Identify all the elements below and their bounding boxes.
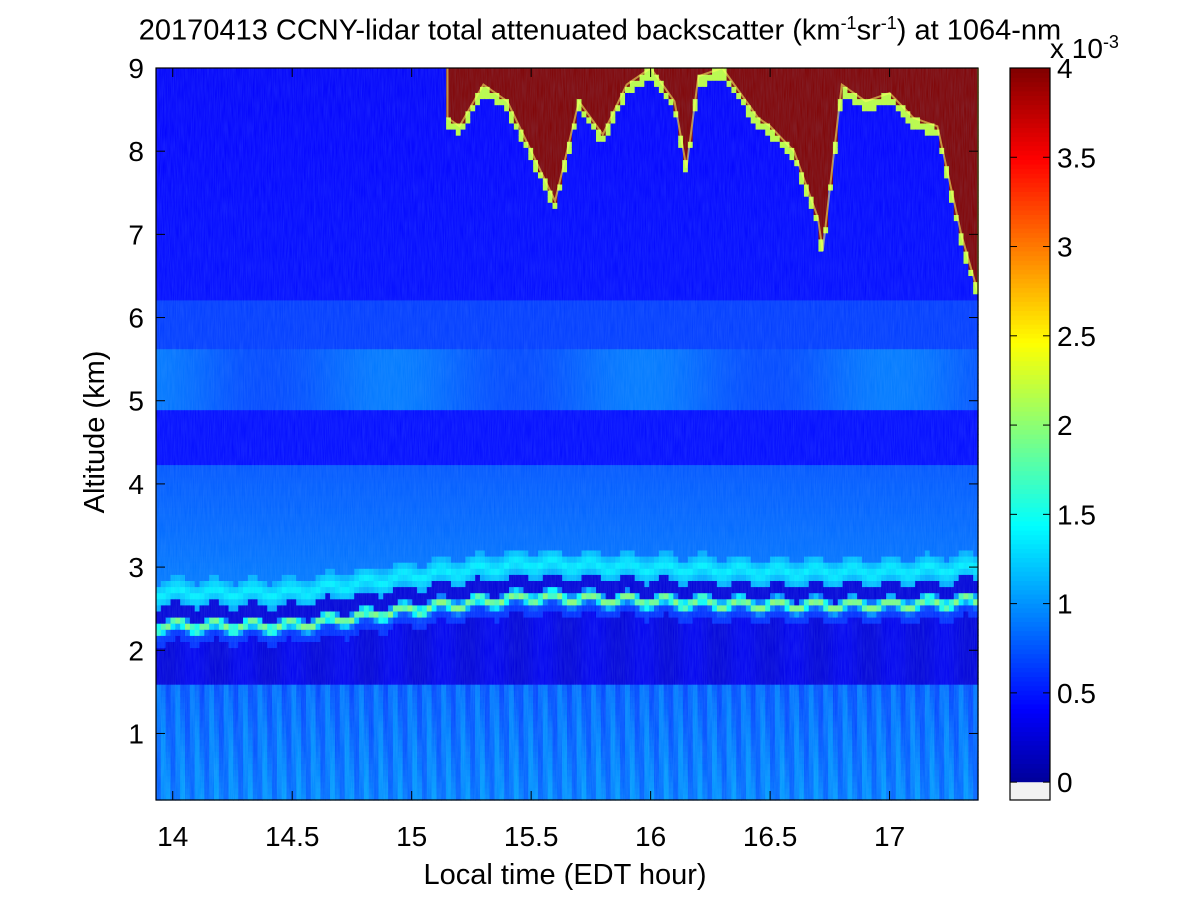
chart-title: 20170413 CCNY-lidar total attenuated bac…	[0, 14, 1200, 46]
plot-area	[155, 66, 979, 801]
